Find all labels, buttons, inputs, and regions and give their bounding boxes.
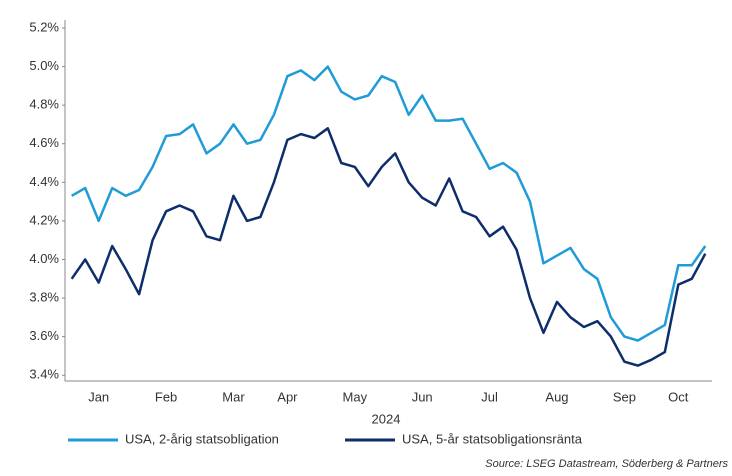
x-tick-label: Aug xyxy=(545,389,568,404)
x-tick-label: Sep xyxy=(613,389,636,404)
x-tick-label: May xyxy=(343,389,368,404)
y-tick-label: 4.4% xyxy=(29,174,59,189)
x-tick-label: Feb xyxy=(155,389,177,404)
y-tick-label: 3.6% xyxy=(29,328,59,343)
x-axis-label: 2024 xyxy=(372,411,401,426)
source: Source: LSEG Datastream, Söderberg & Par… xyxy=(485,458,728,470)
y-tick-label: 5.0% xyxy=(29,58,59,73)
x-tick-label: Jun xyxy=(412,389,433,404)
x-tick-label: Jul xyxy=(481,389,498,404)
y-tick-label: 3.4% xyxy=(29,367,59,382)
x-tick-label: Oct xyxy=(668,389,689,404)
series-line xyxy=(71,65,707,342)
y-tick-label: 3.8% xyxy=(29,289,59,304)
y-tick-label: 4.0% xyxy=(29,251,59,266)
x-tick-label: Apr xyxy=(277,389,298,404)
x-tick-label: Jan xyxy=(88,389,109,404)
y-tick-label: 4.6% xyxy=(29,135,59,150)
legend-label: USA, 5-år statsobligationsränta xyxy=(402,431,583,446)
y-tick-label: 5.2% xyxy=(29,19,59,34)
y-tick-label: 4.2% xyxy=(29,212,59,227)
y-tick-label: 4.8% xyxy=(29,97,59,112)
legend-label: USA, 2-årig statsobligation xyxy=(125,431,279,446)
series-line xyxy=(70,127,707,367)
x-tick-label: Mar xyxy=(222,389,245,404)
